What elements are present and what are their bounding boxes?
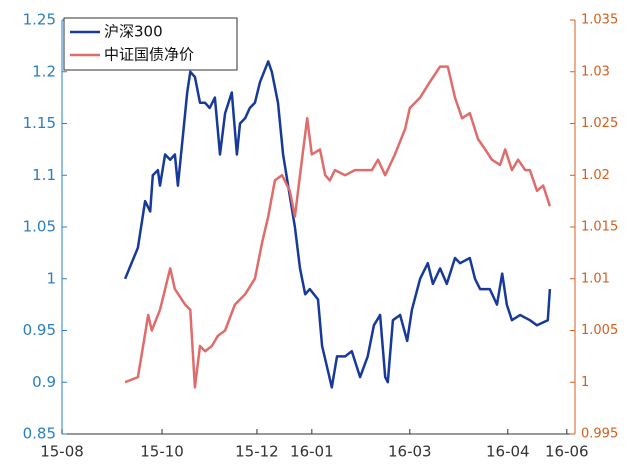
y-tick-label: 0.95 <box>23 321 56 339</box>
y2-tick-label: 1.03 <box>581 64 610 79</box>
x-tick-label: 15-10 <box>140 443 184 461</box>
y-tick-label: 0.9 <box>32 373 56 391</box>
x-tick-label: 15-12 <box>235 443 279 461</box>
x-tick-label: 16-03 <box>388 443 432 461</box>
y-tick-label: 1.2 <box>32 62 56 80</box>
y-tick-label: 1.15 <box>23 114 56 132</box>
x-tick-label: 16-01 <box>290 443 334 461</box>
y-tick-label: 1 <box>46 269 56 287</box>
y-tick-label: 1.25 <box>23 11 56 29</box>
y-tick-label: 1.1 <box>32 166 56 184</box>
x-tick-label: 16-04 <box>486 443 530 461</box>
series-line <box>123 60 552 389</box>
y2-tick-label: 1.015 <box>581 220 618 235</box>
y2-tick-label: 1 <box>581 375 589 390</box>
y2-tick-label: 0.995 <box>581 427 618 442</box>
y-tick-label: 1.05 <box>23 218 56 236</box>
legend-label: 沪深300 <box>104 23 163 41</box>
legend-box <box>63 17 238 71</box>
series-line <box>124 65 552 389</box>
legend-label: 中证国债净价 <box>104 46 194 64</box>
x-tick-label: 15-08 <box>40 443 84 461</box>
y2-tick-label: 1.025 <box>581 116 618 131</box>
y2-tick-label: 1.01 <box>581 271 610 286</box>
y2-tick-label: 1.035 <box>581 13 618 28</box>
legend: 沪深300 中证国债净价 <box>63 17 238 71</box>
x-tick-label: 16-06 <box>545 443 589 461</box>
y2-tick-label: 1.005 <box>581 323 618 338</box>
y2-tick-label: 1.02 <box>581 168 610 183</box>
y-tick-label: 0.85 <box>23 425 56 443</box>
